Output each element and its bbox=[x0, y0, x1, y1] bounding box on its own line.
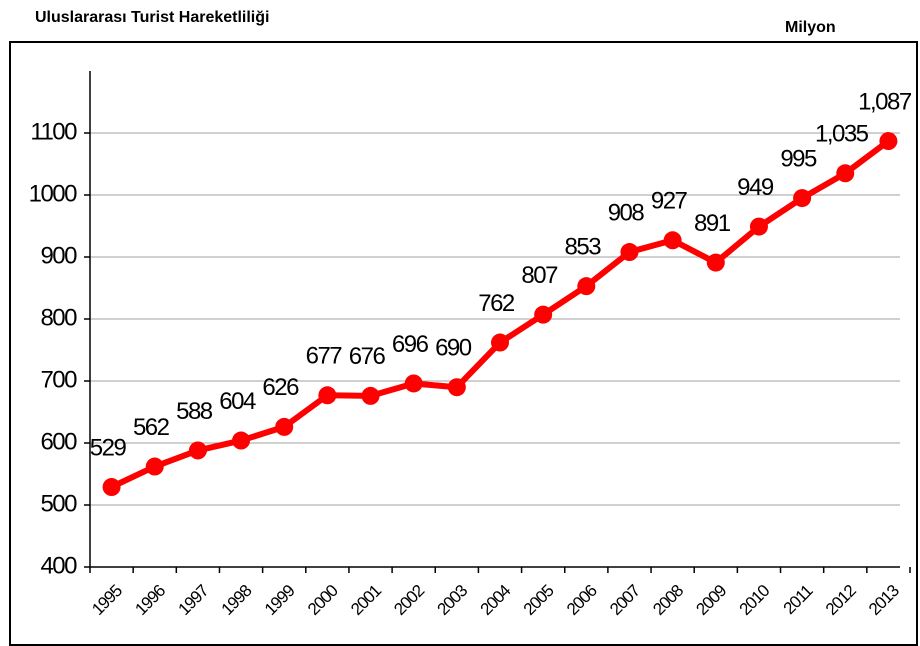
point bbox=[361, 386, 380, 405]
point bbox=[663, 231, 682, 250]
data-label: 949 bbox=[737, 174, 774, 201]
x-tick-label: 2008 bbox=[649, 581, 687, 619]
y-tick-label: 700 bbox=[40, 366, 77, 393]
point bbox=[275, 417, 294, 436]
x-tick-label: 1995 bbox=[88, 581, 126, 619]
data-label: 676 bbox=[349, 343, 386, 370]
x-tick-label: 2000 bbox=[304, 581, 342, 619]
x-tick-label: 2003 bbox=[433, 581, 471, 619]
x-tick-label: 2011 bbox=[780, 581, 817, 618]
data-label: 762 bbox=[478, 290, 515, 317]
x-tick-label: 2009 bbox=[692, 581, 730, 619]
point bbox=[534, 305, 553, 324]
data-label: 908 bbox=[608, 199, 645, 226]
data-label: 588 bbox=[176, 398, 213, 425]
data-label: 696 bbox=[392, 331, 429, 358]
point bbox=[318, 386, 337, 405]
data-label: 927 bbox=[651, 188, 688, 215]
y-tick-label: 500 bbox=[40, 490, 77, 517]
data-label: 891 bbox=[694, 210, 731, 237]
x-tick-label: 2002 bbox=[390, 581, 428, 619]
data-label: 807 bbox=[521, 262, 558, 289]
x-tick-label: 1999 bbox=[261, 581, 299, 619]
point bbox=[188, 441, 207, 460]
chart-title: Uluslararası Turist Hareketliliği bbox=[35, 9, 269, 26]
y-tick-label: 800 bbox=[40, 304, 77, 331]
unit-label: Milyon bbox=[785, 19, 836, 36]
y-tick-label: 600 bbox=[40, 428, 77, 455]
y-tick-label: 900 bbox=[40, 242, 77, 269]
x-tick-label: 2007 bbox=[606, 581, 644, 619]
x-tick-label: 2005 bbox=[520, 581, 558, 619]
y-tick-label: 1100 bbox=[30, 118, 77, 145]
data-label: 853 bbox=[565, 233, 602, 260]
point bbox=[836, 164, 855, 183]
x-tick-label: 2006 bbox=[563, 581, 601, 619]
point bbox=[102, 478, 121, 497]
data-label: 529 bbox=[90, 434, 127, 461]
frame bbox=[9, 41, 918, 646]
x-tick-label: 1996 bbox=[131, 581, 169, 619]
point bbox=[793, 189, 812, 208]
data-label: 626 bbox=[262, 374, 299, 401]
point bbox=[577, 277, 596, 296]
x-tick-label: 2013 bbox=[865, 581, 903, 619]
data-label: 604 bbox=[219, 388, 256, 415]
x-tick-label: 1997 bbox=[175, 581, 213, 619]
point bbox=[706, 253, 725, 272]
data-label: 995 bbox=[780, 145, 817, 172]
point bbox=[145, 457, 164, 476]
y-tick-label: 400 bbox=[40, 552, 77, 579]
point bbox=[447, 378, 466, 397]
x-tick-label: 1998 bbox=[218, 581, 256, 619]
point bbox=[749, 217, 768, 236]
y-tick-label: 1000 bbox=[29, 180, 78, 207]
x-tick-label: 2010 bbox=[736, 581, 774, 619]
data-label: 677 bbox=[306, 343, 343, 370]
point bbox=[879, 132, 898, 151]
data-label: 690 bbox=[435, 335, 472, 362]
point bbox=[620, 243, 639, 262]
point bbox=[232, 431, 251, 450]
data-label: 1,035 bbox=[815, 121, 869, 148]
x-tick-label: 2012 bbox=[822, 581, 860, 619]
point bbox=[491, 333, 509, 352]
data-label: 562 bbox=[133, 414, 170, 441]
x-tick-label: 2001 bbox=[347, 581, 385, 619]
point bbox=[404, 374, 423, 393]
data-label: 1,087 bbox=[858, 88, 912, 115]
x-tick-label: 2004 bbox=[477, 581, 515, 619]
